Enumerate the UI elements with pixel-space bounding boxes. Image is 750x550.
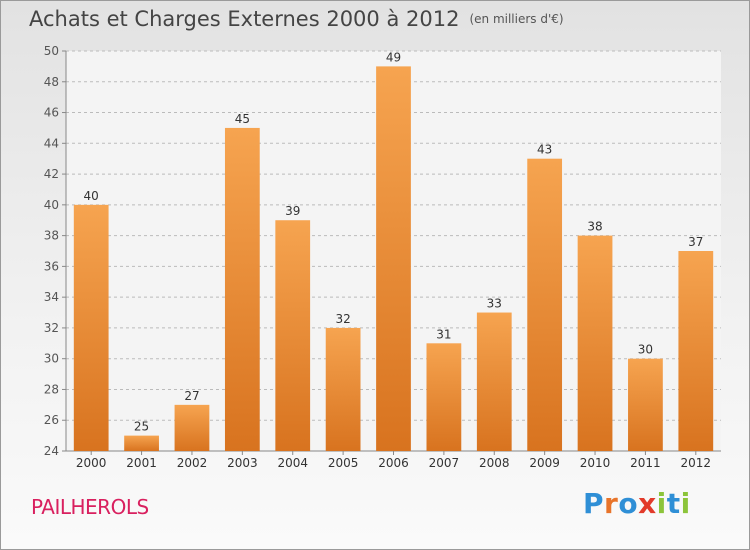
x-tick-label: 2007 [429,456,460,470]
bar [577,235,613,451]
logo-letter: t [666,487,681,520]
x-tick-label: 2006 [378,456,409,470]
chart-subtitle: (en milliers d'€) [469,12,564,26]
chart-title: Achats et Charges Externes 2000 à 2012 [29,7,460,31]
y-tick-label: 26 [44,413,59,427]
data-label: 30 [638,343,653,357]
data-label: 40 [84,189,99,203]
data-label: 49 [386,50,401,64]
bar [325,327,361,451]
logo-letter: P [583,487,605,520]
y-tick-label: 24 [44,444,59,458]
data-label: 32 [335,312,350,326]
bar [376,66,411,451]
data-label: 27 [184,389,199,403]
x-tick-label: 2010 [580,456,611,470]
logo-letter: r [604,487,619,520]
y-tick-label: 40 [44,198,59,212]
bar [426,343,462,451]
y-tick-label: 48 [44,75,59,89]
y-tick-label: 38 [44,229,59,243]
bar [678,251,714,451]
x-tick-label: 2001 [126,456,157,470]
data-label: 39 [285,204,300,218]
proxiti-logo: Proxiti [583,487,691,520]
x-tick-label: 2011 [630,456,661,470]
bar [628,358,663,451]
data-label: 43 [537,143,552,157]
x-tick-label: 2003 [227,456,258,470]
commune-name: PAILHEROLS [31,495,149,519]
bar [124,435,159,451]
bar [275,220,311,451]
y-tick-label: 36 [44,259,59,273]
x-tick-label: 2002 [177,456,208,470]
bar [224,127,260,451]
x-tick-label: 2000 [76,456,107,470]
logo-letter: i [680,487,691,520]
y-tick-label: 42 [44,167,59,181]
logo-letter: x [638,487,657,520]
data-label: 45 [235,112,250,126]
logo-letter: o [618,487,639,520]
data-label: 25 [134,420,149,434]
x-tick-label: 2008 [479,456,510,470]
y-tick-label: 32 [44,321,59,335]
bar [73,204,109,451]
y-tick-label: 44 [44,136,59,150]
bar [527,158,563,451]
bar [476,312,512,451]
x-tick-label: 2009 [529,456,560,470]
data-label: 31 [436,327,451,341]
data-label: 38 [587,220,602,234]
y-tick-label: 46 [44,106,59,120]
y-tick-label: 30 [44,352,59,366]
x-tick-label: 2005 [328,456,359,470]
chart-title-line: Achats et Charges Externes 2000 à 2012 (e… [29,7,564,31]
y-tick-label: 34 [44,290,59,304]
y-tick-label: 28 [44,382,59,396]
x-tick-label: 2004 [277,456,308,470]
data-label: 33 [487,297,502,311]
data-label: 37 [688,235,703,249]
bar [174,404,210,451]
y-tick-label: 50 [44,44,59,58]
logo-letter: i [656,487,667,520]
x-tick-label: 2012 [681,456,712,470]
